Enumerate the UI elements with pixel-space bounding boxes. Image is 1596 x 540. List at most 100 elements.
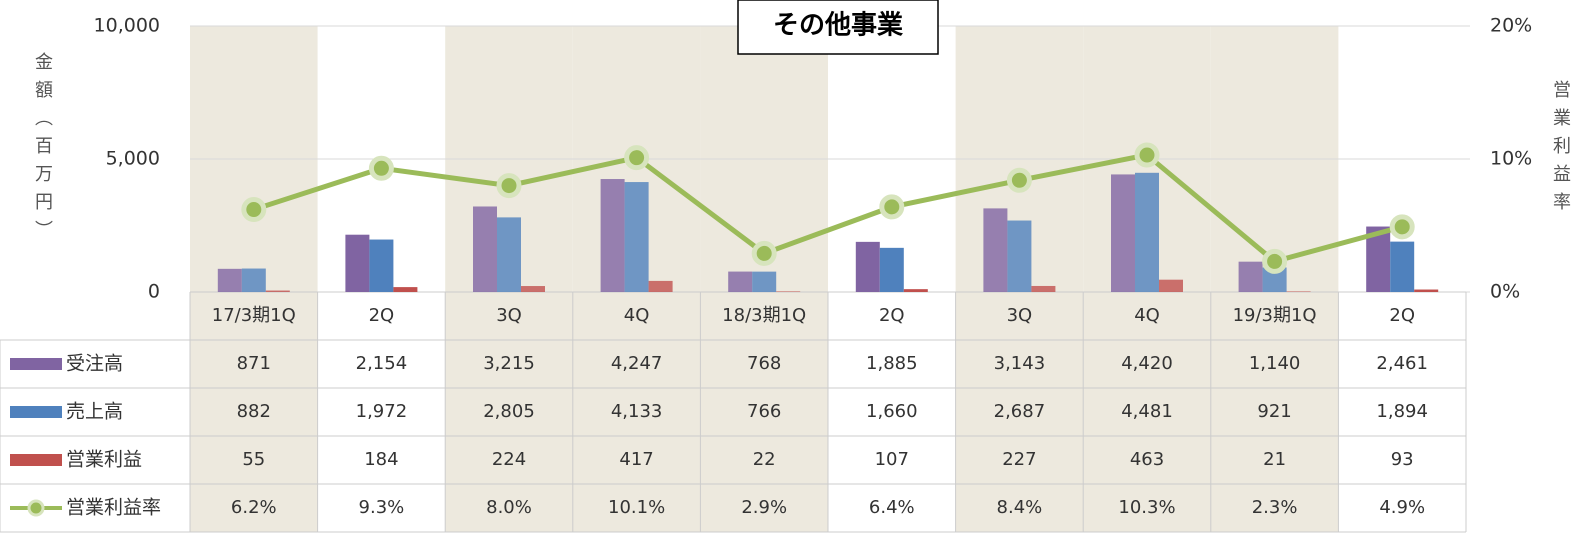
x-tick-label: 3Q [496,305,522,326]
bar [265,290,290,292]
table-cell: 3,215 [483,353,535,374]
bar [600,179,625,292]
bar [1159,279,1183,292]
bar [345,234,370,292]
table-cell: 55 [242,449,265,470]
legend-label: 受注高 [66,353,123,375]
x-tick-label: 18/3期1Q [722,305,806,326]
x-tick-label: 19/3期1Q [1233,305,1317,326]
x-tick-label: 4Q [624,305,650,326]
marker [1134,142,1160,168]
bar [521,286,545,292]
bar [393,287,418,292]
bar [217,268,242,292]
x-tick-label: 2Q [1389,305,1415,326]
legend-label: 営業利益率 [66,497,161,519]
table-cell: 2,461 [1376,353,1428,374]
y2-tick-label: 10% [1490,148,1532,170]
table-cell: 2,154 [356,353,408,374]
legend-label: 売上高 [66,401,123,423]
bar [776,291,801,292]
legend-swatch [10,358,62,370]
marker [751,240,777,266]
x-tick-label: 2Q [369,305,395,326]
table-cell: 9.3% [359,497,405,518]
table-cell: 6.2% [231,497,277,518]
table-cell: 1,972 [356,401,408,422]
bar [1390,241,1415,292]
table-cell: 10.3% [1118,497,1175,518]
bar [903,289,928,292]
table-cell: 4,133 [611,401,663,422]
line [253,152,1403,265]
table-cell: 107 [875,449,909,470]
table-cell: 8.0% [486,497,532,518]
marker [241,197,267,223]
table-cell: 921 [1257,401,1291,422]
table-cell: 768 [747,353,781,374]
table-cell: 2.3% [1252,497,1298,518]
table-cell: 882 [237,401,271,422]
legend-label: 営業利益 [66,449,142,471]
bar [879,247,904,292]
bar [1286,291,1311,292]
y-tick-label: 5,000 [106,148,160,170]
legend-swatch [10,406,62,418]
legend-swatch [10,454,62,466]
bar [1135,172,1159,292]
bar [752,271,777,292]
marker [1262,248,1288,274]
table-cell: 3,143 [994,353,1046,374]
marker [496,173,522,199]
table-cell: 6.4% [869,497,915,518]
marker [879,194,905,220]
marker [624,145,650,171]
chart-title: その他事業 [773,11,903,41]
bar [624,182,649,292]
table-cell: 4.9% [1379,497,1425,518]
bar [369,239,394,292]
bar [1238,261,1263,292]
table-cell: 4,420 [1121,353,1173,374]
table-cell: 184 [364,449,398,470]
legend-marker [27,499,45,517]
table-cell: 2.9% [741,497,787,518]
bar [1414,289,1439,292]
table-cell: 4,247 [611,353,663,374]
y2-tick-label: 0% [1490,281,1520,303]
table-cell: 93 [1391,449,1414,470]
table-cell: 417 [619,449,653,470]
table-cell: 224 [492,449,526,470]
bar [648,280,673,292]
table-cell: 871 [237,353,271,374]
marker [1389,214,1415,240]
bar [497,217,521,292]
table-cell: 1,894 [1376,401,1428,422]
bar [473,206,497,292]
table-cell: 22 [753,449,776,470]
bar [728,271,753,292]
bar [1111,174,1135,292]
table-cell: 21 [1263,449,1286,470]
y-tick-label: 0 [148,281,160,303]
table-cell: 10.1% [608,497,665,518]
table-cell: 8.4% [997,497,1043,518]
x-tick-label: 2Q [879,305,905,326]
bar [241,268,266,292]
table-cell: 227 [1002,449,1036,470]
bar [855,241,880,292]
table-cell: 1,885 [866,353,918,374]
y-tick-label: 10,000 [94,15,160,37]
marker [368,155,394,181]
x-tick-label: 3Q [1007,305,1033,326]
bar [1031,285,1056,292]
y2-tick-label: 20% [1490,15,1532,37]
table-cell: 2,805 [483,401,535,422]
table-cell: 4,481 [1121,401,1173,422]
y-axis-title: 金額（百万円） [32,52,53,248]
table-cell: 766 [747,401,781,422]
y2-axis-title: 営業利益率 [1550,80,1571,220]
x-tick-label: 17/3期1Q [212,305,296,326]
table-cell: 463 [1130,449,1164,470]
